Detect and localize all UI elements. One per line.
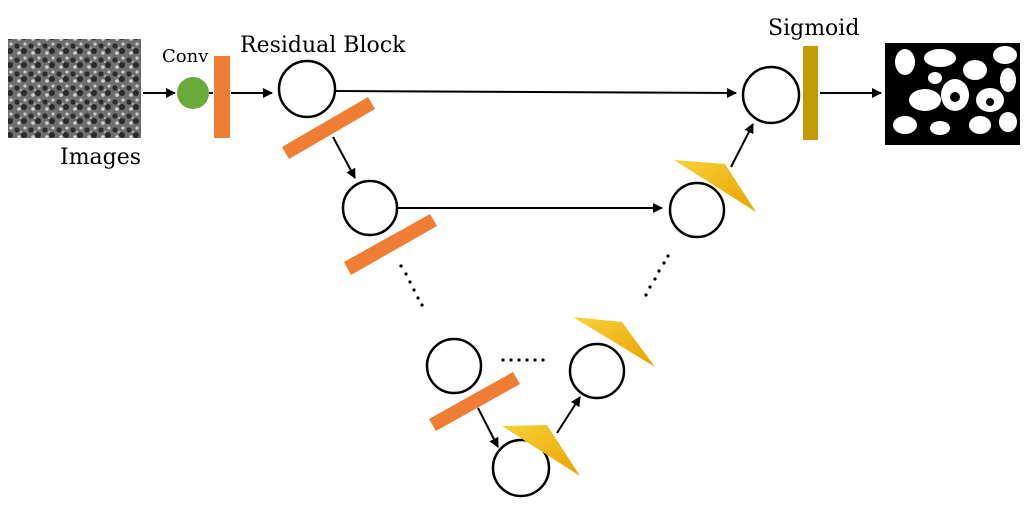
sigmoid-label: Sigmoid — [768, 16, 860, 41]
decoder-node-1 — [741, 65, 801, 125]
arrow-bottom-to-dec3 — [556, 396, 581, 434]
skip-connection-top — [335, 87, 737, 98]
residual-block-label: Residual Block — [240, 33, 406, 58]
arrow-enc1-to-enc2 — [332, 136, 356, 179]
conv-label: Conv — [162, 46, 209, 67]
upsample-wedge-1 — [502, 425, 580, 476]
ellipsis-right — [644, 254, 670, 297]
decoder-node-2 — [668, 181, 726, 239]
encoder-node-1 — [277, 59, 337, 119]
arrow-enc3-to-bottom — [477, 407, 499, 448]
ellipsis-bottom — [501, 358, 545, 362]
encoder-node-2 — [341, 179, 399, 237]
binary-mask-icon — [885, 43, 1020, 145]
arrow-dec2-to-dec1 — [730, 123, 754, 168]
encoder-node-3 — [425, 337, 483, 395]
ellipsis-left — [399, 264, 424, 307]
conv-node — [177, 77, 209, 109]
bottleneck-node — [491, 438, 551, 498]
sem-texture-icon — [8, 39, 141, 138]
images-label: Images — [60, 145, 142, 170]
residual-bar-3 — [429, 372, 520, 431]
decoder-node-3 — [568, 342, 626, 400]
residual-bar-1 — [282, 97, 375, 159]
upsample-wedge-2 — [573, 317, 655, 367]
upsample-wedge-3 — [674, 160, 756, 212]
residual-bar-2 — [344, 214, 437, 275]
sigmoid-bar — [803, 46, 818, 140]
conv-bar — [214, 56, 230, 138]
